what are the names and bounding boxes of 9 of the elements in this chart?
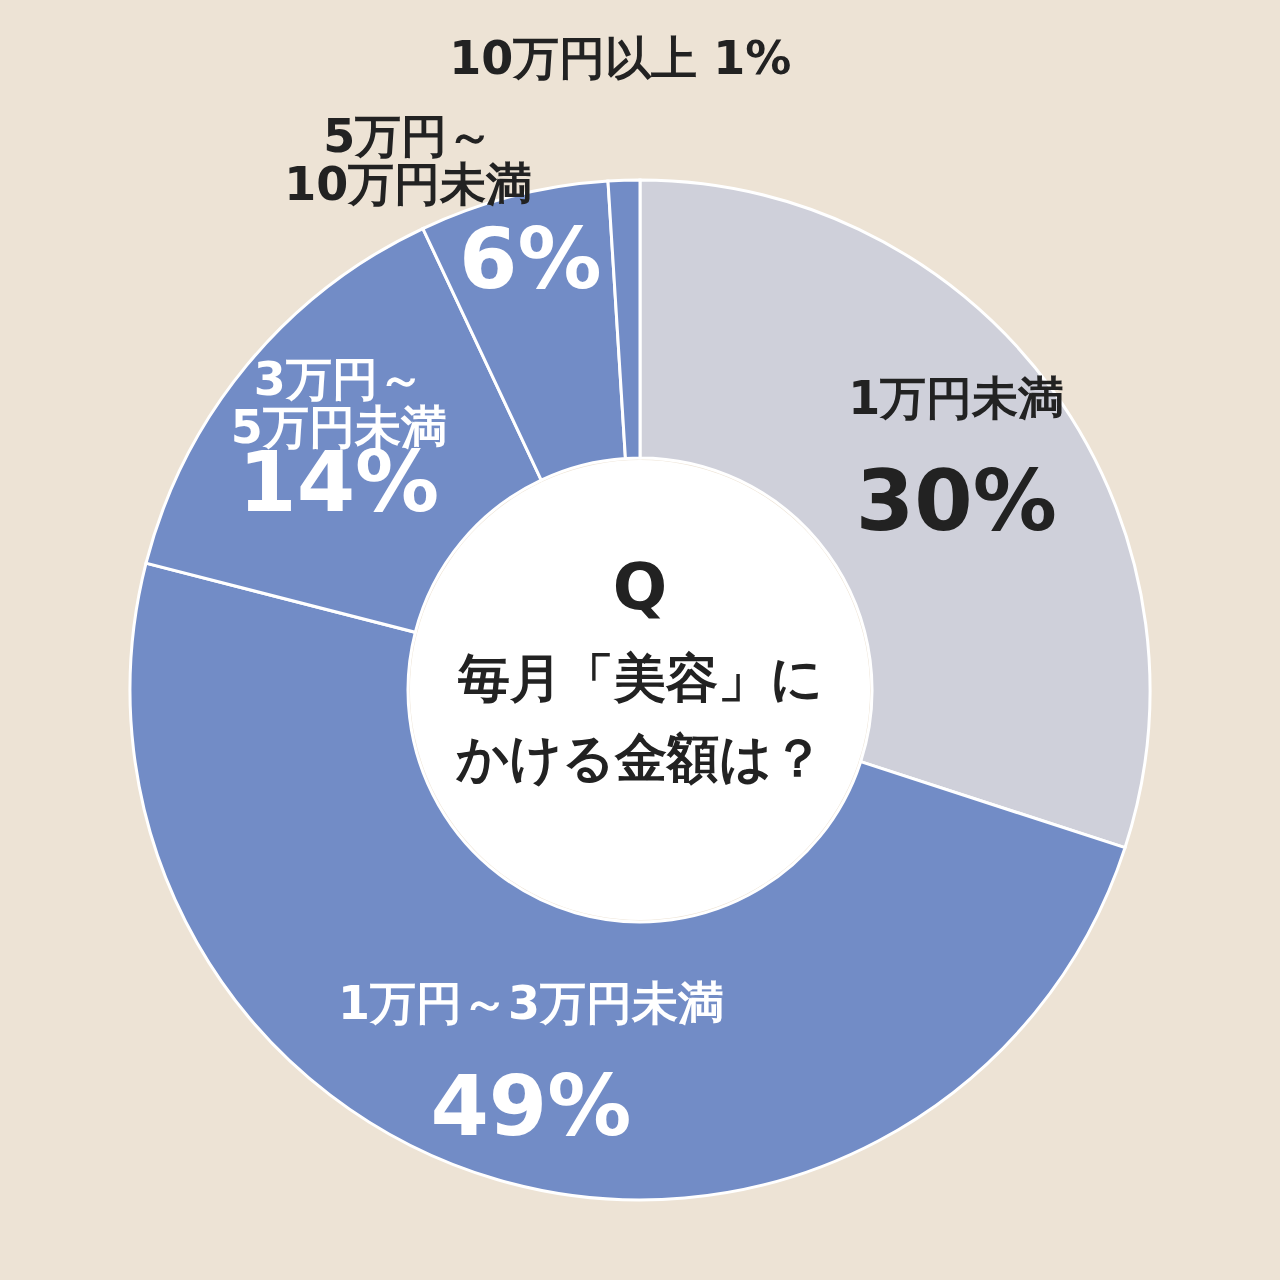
text: Q: [612, 550, 668, 624]
data-label: 49%: [430, 1057, 632, 1156]
slice-label: 1万円未満: [848, 371, 1065, 426]
slice-label: 1万円～3万円未満: [337, 976, 724, 1031]
data-label: 6%: [459, 209, 602, 308]
slice-label: 10万円以上 1%: [449, 31, 792, 86]
data-label: 30%: [855, 452, 1057, 551]
slice-label: 5万円～10万円未満: [284, 108, 533, 211]
text: 毎月「美容」にかける金額は？: [455, 648, 824, 788]
